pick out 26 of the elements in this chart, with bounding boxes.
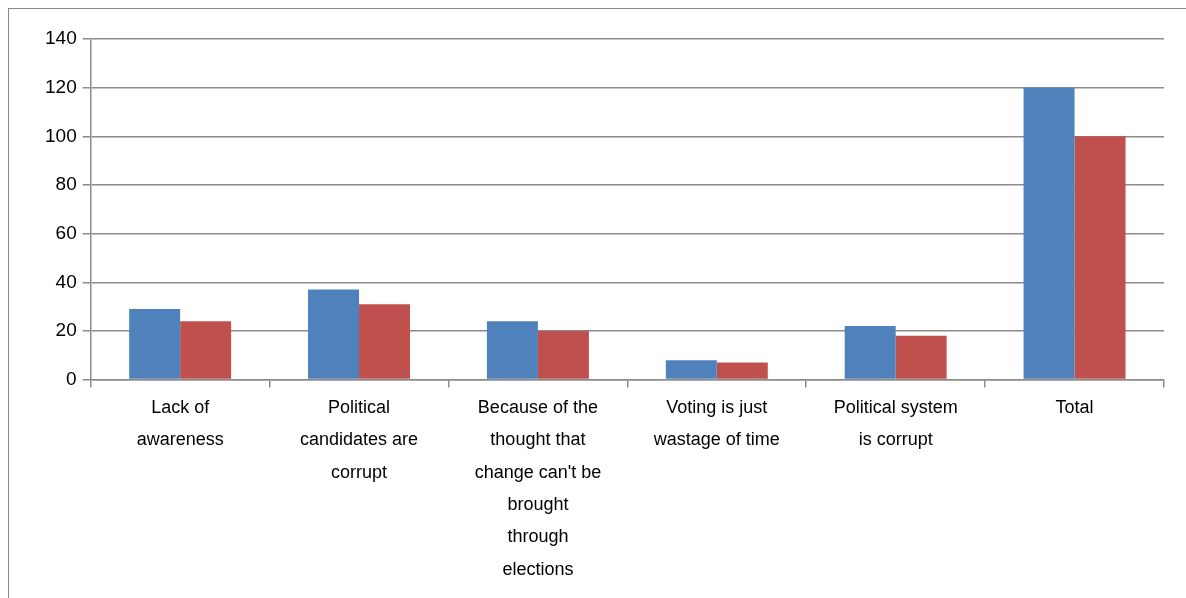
bar xyxy=(180,321,232,379)
x-tick-label: Voting is just wastage of time xyxy=(652,396,780,450)
y-tick-label: 40 xyxy=(55,270,77,292)
y-tick-label: 60 xyxy=(55,221,77,243)
y-tick-label: 0 xyxy=(66,367,77,389)
bar xyxy=(1074,136,1126,379)
x-tick-label: Political candidates are corrupt xyxy=(299,396,419,482)
bar xyxy=(844,326,896,379)
bar xyxy=(1023,87,1075,379)
y-tick-label: 140 xyxy=(45,27,77,49)
bar xyxy=(716,362,768,379)
bar xyxy=(486,321,538,379)
bar xyxy=(308,289,360,379)
bar xyxy=(359,304,411,379)
x-tick-label: Because of the thought that change can't be brought through elections xyxy=(474,396,602,579)
bar xyxy=(665,360,717,379)
x-tick-label: Total xyxy=(1055,396,1094,417)
bar xyxy=(537,330,589,379)
y-tick-label: 80 xyxy=(55,173,77,195)
bar xyxy=(129,309,181,379)
x-tick-label: Lack of awareness xyxy=(136,396,224,450)
y-tick-label: 20 xyxy=(55,319,77,341)
bar xyxy=(895,335,947,379)
x-tick-label: Political system is corrupt xyxy=(833,396,958,450)
y-tick-label: 100 xyxy=(45,124,77,146)
y-tick-label: 120 xyxy=(45,75,77,97)
